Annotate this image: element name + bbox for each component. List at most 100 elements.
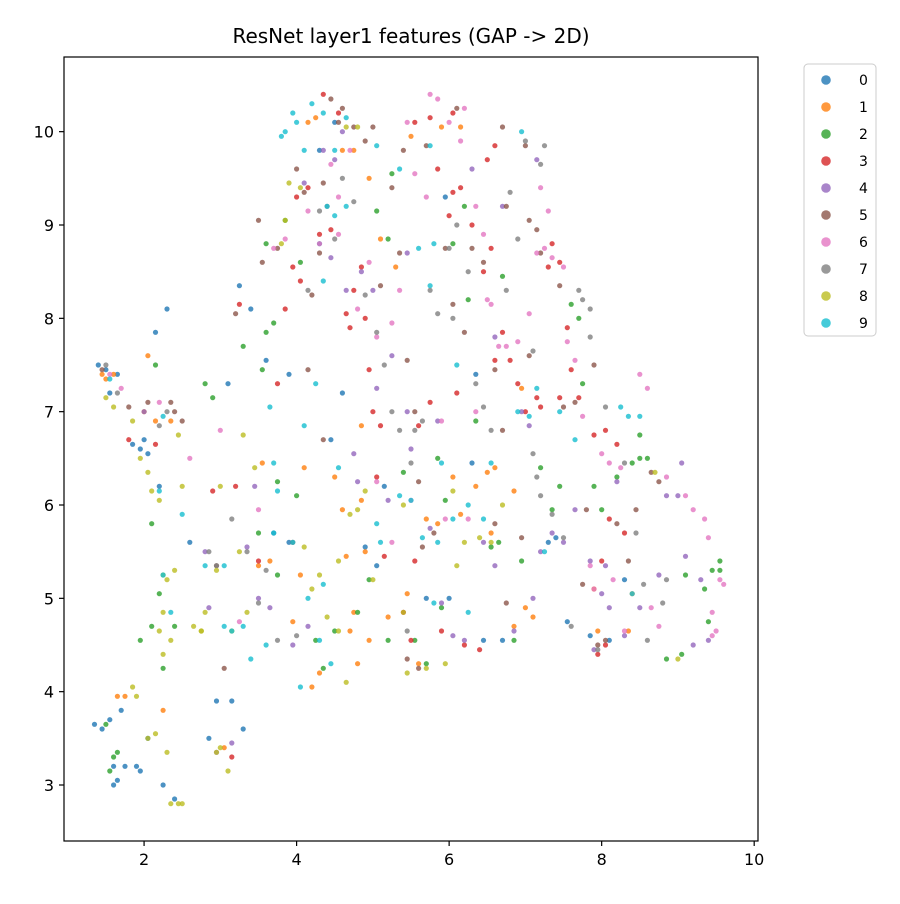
scatter-point-class-0: [339, 390, 345, 396]
scatter-point-class-2: [599, 507, 605, 513]
scatter-point-class-6: [458, 138, 464, 144]
scatter-point-class-7: [549, 511, 555, 517]
scatter-point-class-0: [236, 283, 242, 289]
scatter-point-class-0: [621, 577, 628, 583]
scatter-point-class-1: [511, 488, 517, 494]
scatter-point-class-7: [568, 623, 574, 629]
plot-area-frame: [63, 56, 759, 842]
scatter-point-class-4: [587, 558, 593, 564]
scatter-point-class-5: [492, 521, 498, 527]
scatter-point-class-0: [248, 306, 254, 312]
scatter-point-class-3: [229, 754, 235, 760]
scatter-point-class-3: [484, 157, 490, 163]
scatter-point-class-8: [278, 241, 284, 247]
chart-title: ResNet layer1 features (GAP -> 2D): [232, 24, 589, 48]
scatter-point-class-6: [538, 185, 544, 191]
scatter-point-class-3: [366, 367, 372, 373]
scatter-point-class-6: [435, 96, 441, 102]
scatter-point-class-9: [328, 661, 334, 667]
scatter-point-class-7: [164, 409, 170, 415]
scatter-point-class-9: [221, 623, 227, 629]
scatter-point-class-6: [236, 619, 242, 625]
scatter-point-class-2: [538, 465, 544, 471]
scatter-point-class-9: [271, 460, 277, 466]
scatter-point-class-1: [366, 637, 372, 643]
scatter-point-class-0: [328, 437, 334, 443]
scatter-point-class-9: [278, 133, 284, 139]
scatter-point-class-2: [557, 483, 563, 489]
scatter-point-class-8: [160, 609, 166, 615]
scatter-point-class-5: [255, 217, 262, 223]
scatter-point-class-6: [397, 287, 403, 293]
scatter-point-class-4: [621, 633, 628, 639]
y-tick-label: 6: [44, 496, 54, 515]
scatter-point-class-1: [103, 376, 109, 382]
scatter-point-class-5: [614, 521, 620, 527]
scatter-point-class-2: [385, 637, 391, 643]
scatter-point-class-5: [480, 259, 487, 265]
scatter-point-class-7: [351, 199, 357, 205]
scatter-point-class-4: [244, 544, 250, 550]
scatter-point-class-7: [274, 637, 281, 643]
scatter-point-class-1: [152, 418, 159, 424]
scatter-point-class-0: [107, 717, 113, 723]
scatter-point-class-6: [496, 343, 502, 349]
scatter-point-class-9: [465, 502, 471, 508]
scatter-point-class-1: [99, 371, 105, 377]
scatter-point-class-4: [389, 353, 395, 359]
scatter-point-class-6: [282, 236, 288, 242]
scatter-point-class-6: [217, 427, 223, 433]
scatter-point-class-7: [244, 549, 250, 555]
scatter-point-class-5: [450, 301, 456, 307]
scatter-point-class-1: [111, 371, 117, 377]
scatter-point-class-3: [488, 245, 494, 251]
scatter-point-class-5: [412, 409, 418, 415]
scatter-point-class-4: [267, 605, 273, 611]
scatter-point-class-1: [416, 661, 422, 667]
scatter-point-class-3: [534, 395, 540, 401]
scatter-point-class-8: [499, 502, 506, 508]
scatter-point-class-2: [274, 479, 281, 485]
scatter-point-class-4: [560, 539, 567, 545]
legend-marker-class-7: [821, 264, 831, 274]
legend-marker-class-4: [821, 183, 831, 193]
scatter-point-class-8: [343, 124, 349, 130]
scatter-point-class-9: [263, 642, 269, 648]
scatter-point-class-9: [320, 278, 326, 284]
scatter-point-class-3: [412, 119, 418, 125]
scatter-point-class-6: [118, 385, 124, 391]
scatter-point-class-1: [450, 474, 456, 480]
scatter-point-class-8: [297, 185, 303, 191]
scatter-point-class-6: [682, 493, 689, 499]
scatter-point-class-8: [168, 637, 174, 643]
scatter-point-class-1: [351, 147, 357, 153]
scatter-point-class-0: [374, 563, 380, 569]
scatter-point-class-6: [713, 628, 719, 634]
scatter-point-class-3: [438, 628, 445, 634]
scatter-point-class-8: [152, 731, 159, 737]
scatter-point-class-2: [519, 558, 525, 564]
scatter-point-class-2: [682, 572, 689, 578]
scatter-point-class-1: [297, 572, 303, 578]
scatter-point-class-3: [377, 423, 384, 429]
scatter-point-class-7: [381, 362, 387, 368]
scatter-point-class-8: [172, 567, 178, 573]
y-axis: 3 4 5 6 7 8 9 10: [34, 123, 64, 795]
scatter-point-class-3: [595, 651, 601, 657]
scatter-point-class-6: [572, 357, 578, 363]
scatter-point-class-5: [335, 119, 342, 125]
scatter-point-class-8: [355, 507, 361, 513]
scatter-point-class-2: [271, 320, 277, 326]
scatter-point-class-0: [130, 441, 136, 447]
scatter-point-class-0: [286, 371, 292, 377]
scatter-point-class-9: [419, 535, 425, 541]
scatter-point-class-8: [202, 609, 208, 615]
scatter-point-class-9: [290, 110, 296, 116]
scatter-point-class-0: [160, 782, 166, 788]
scatter-point-class-6: [465, 516, 471, 522]
scatter-point-class-6: [545, 208, 551, 214]
scatter-point-class-8: [217, 483, 223, 489]
scatter-point-class-9: [290, 539, 296, 545]
scatter-point-class-4: [492, 334, 498, 340]
scatter-point-class-3: [412, 558, 418, 564]
